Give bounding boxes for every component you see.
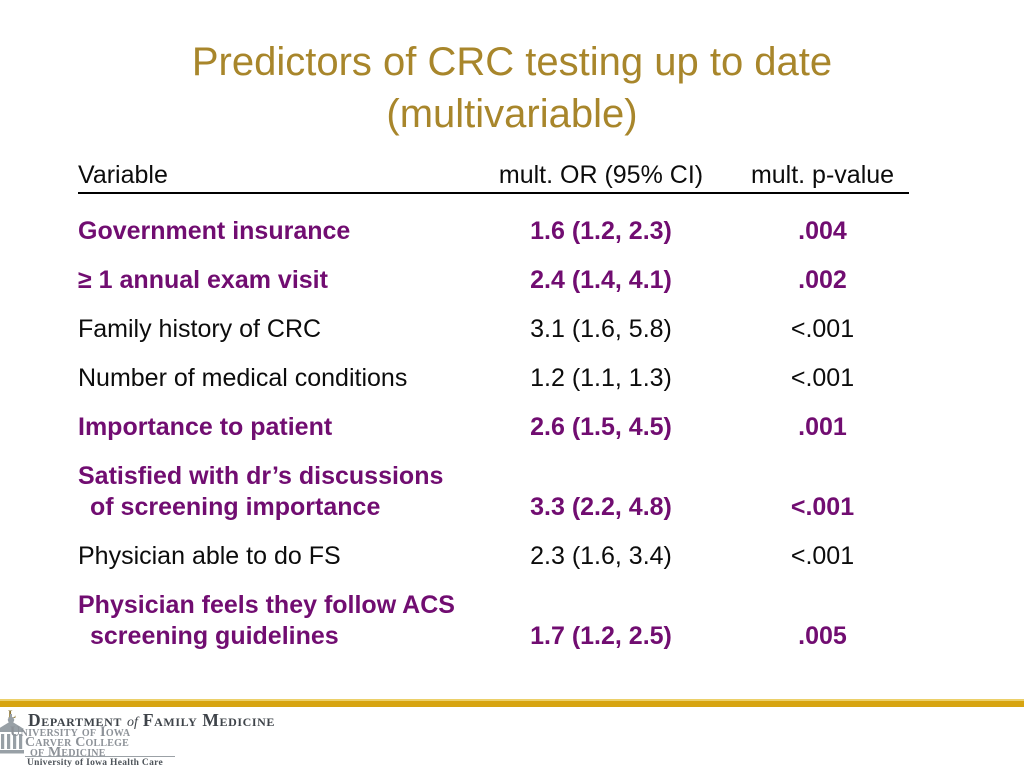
pvalue-cell: <.001 — [790, 542, 855, 570]
table-rows: Government insurance 1.6 (1.2, 2.3) .004 ≥ … — [78, 216, 909, 652]
department-title: Department of Family Medicine — [28, 710, 275, 731]
variable-cell: Physician feels they follow ACS screening… — [78, 591, 455, 650]
pvalue-cell: .005 — [798, 622, 847, 650]
university-logo-block: L Department of Family Medicine — [0, 706, 320, 768]
slide-title-line2: (multivariable) — [386, 92, 638, 136]
pvalue-cell: <.001 — [790, 315, 855, 343]
healthcare-label: University of Iowa Health Care — [27, 758, 164, 768]
variable-cell: Importance to patient — [78, 413, 333, 441]
or-cell: 2.4 (1.4, 4.1) — [530, 266, 672, 294]
variable-cell: Satisfied with dr’s discussions of screen… — [78, 462, 444, 521]
or-cell: 2.3 (1.6, 3.4) — [530, 542, 672, 570]
variable-cell: Government insurance — [78, 217, 351, 245]
old-capitol-building-icon — [0, 714, 24, 759]
table-row: Number of medical conditions 1.2 (1.1, 1.… — [78, 363, 909, 394]
predictors-table: Variable mult. OR (95% CI) mult. p-value… — [78, 161, 909, 670]
university-line1: University of Iowa — [10, 724, 131, 740]
table-row: Importance to patient 2.6 (1.5, 4.5) .001 — [78, 412, 909, 443]
header-pvalue: mult. p-value — [750, 161, 895, 189]
or-cell: 3.1 (1.6, 5.8) — [530, 315, 672, 343]
table-header-row: Variable mult. OR (95% CI) mult. p-value — [78, 161, 909, 194]
variable-cell: Physician able to do FS — [78, 542, 341, 570]
pvalue-cell: .001 — [798, 413, 847, 441]
header-variable: Variable — [78, 161, 168, 189]
logo-l-mark: L — [8, 707, 17, 721]
table-row: ≥ 1 annual exam visit 2.4 (1.4, 4.1) .002 — [78, 265, 909, 296]
or-cell: 3.3 (2.2, 4.8) — [530, 493, 672, 521]
table-row: Satisfied with dr’s discussions of screen… — [78, 461, 909, 523]
healthcare-rule — [25, 756, 175, 757]
table-row: Family history of CRC 3.1 (1.6, 5.8) <.001 — [78, 314, 909, 345]
or-cell: 1.2 (1.1, 1.3) — [530, 364, 672, 392]
pvalue-cell: <.001 — [790, 493, 855, 521]
or-cell: 1.7 (1.2, 2.5) — [530, 622, 672, 650]
department-word2: Family Medicine — [142, 710, 276, 730]
department-of: of — [126, 715, 138, 730]
variable-cell: Number of medical conditions — [78, 364, 408, 392]
university-line2: Carver College — [25, 734, 129, 750]
header-or: mult. OR (95% CI) — [498, 161, 704, 189]
table-row: Physician feels they follow ACS screening… — [78, 590, 909, 652]
variable-cell: Family history of CRC — [78, 315, 322, 343]
pvalue-cell: .002 — [798, 266, 847, 294]
footer-gold-divider — [0, 699, 1024, 707]
or-cell: 2.6 (1.5, 4.5) — [530, 413, 672, 441]
university-wordmark: University of Iowa Carver College of Med… — [10, 724, 131, 760]
or-cell: 1.6 (1.2, 2.3) — [530, 217, 672, 245]
pvalue-cell: .004 — [798, 217, 847, 245]
table-row: Physician able to do FS 2.3 (1.6, 3.4) <.0… — [78, 541, 909, 572]
variable-cell: ≥ 1 annual exam visit — [78, 266, 328, 294]
slide-title: Predictors of CRC testing up to date (mu… — [0, 36, 1024, 140]
pvalue-cell: <.001 — [790, 364, 855, 392]
university-line3: of Medicine — [30, 745, 106, 760]
department-word1: Department — [28, 710, 122, 730]
slide-title-line1: Predictors of CRC testing up to date — [191, 40, 833, 84]
table-row: Government insurance 1.6 (1.2, 2.3) .004 — [78, 216, 909, 247]
